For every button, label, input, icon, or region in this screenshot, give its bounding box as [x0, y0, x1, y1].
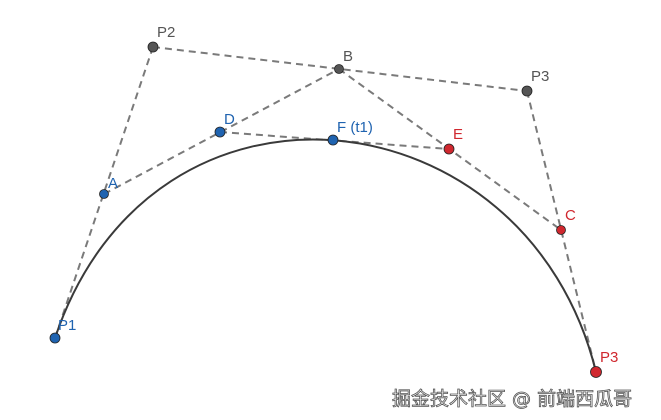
point-P2	[147, 41, 159, 53]
point-C	[556, 225, 566, 235]
point-A	[99, 189, 109, 199]
label-F: F (t1)	[337, 119, 373, 136]
label-B: B	[343, 48, 353, 65]
label-P3: P3	[600, 349, 618, 366]
label-D: D	[224, 111, 235, 128]
dashed-line-P2-P3c	[152, 46, 528, 92]
dashed-line-P1-P2	[54, 46, 154, 339]
watermark: 掘金技术社区 @ 前端西瓜哥	[392, 388, 633, 411]
point-D	[214, 126, 226, 138]
label-E: E	[453, 126, 463, 143]
point-B	[334, 64, 344, 74]
point-P3c	[521, 85, 533, 97]
point-E	[443, 143, 455, 155]
label-P2: P2	[157, 24, 175, 41]
point-P3	[590, 366, 602, 378]
label-P1: P1	[58, 317, 76, 334]
point-P1	[49, 332, 61, 344]
bezier-curve	[54, 138, 597, 373]
label-A: A	[108, 175, 118, 192]
label-P3c: P3	[531, 68, 549, 85]
point-F	[327, 134, 339, 146]
label-C: C	[565, 207, 576, 224]
